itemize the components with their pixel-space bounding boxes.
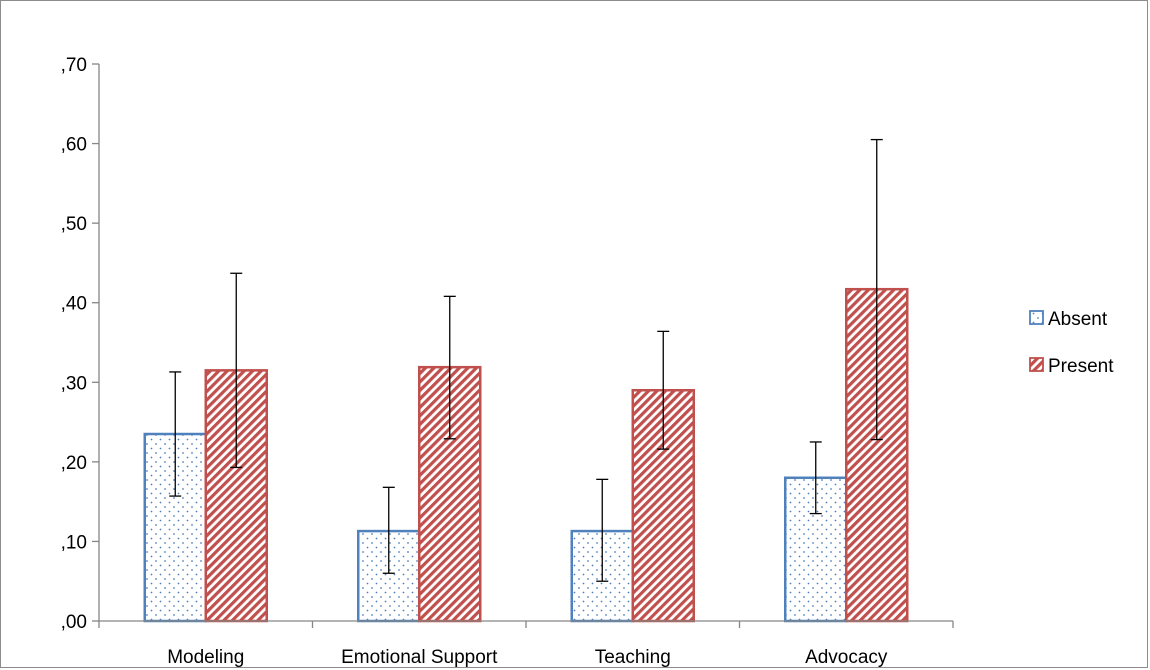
legend-item-present: Present bbox=[1029, 356, 1114, 377]
error-bar-absent-2 bbox=[596, 478, 609, 582]
x-category-label: Emotional Support bbox=[341, 647, 498, 668]
y-tick-label: ,00 bbox=[61, 612, 87, 633]
bars-layer bbox=[143, 287, 909, 623]
error-bar-absent-1 bbox=[382, 486, 395, 574]
y-tick-label: ,40 bbox=[61, 294, 87, 315]
x-category-label: Advocacy bbox=[805, 647, 888, 668]
legend-item-absent: Absent bbox=[1029, 309, 1108, 330]
y-tick-label: ,60 bbox=[61, 135, 87, 156]
y-tick-label: ,70 bbox=[61, 55, 87, 76]
y-tick-label: ,20 bbox=[61, 453, 87, 474]
legend-label-present: Present bbox=[1048, 356, 1114, 377]
legend-swatch-absent bbox=[1029, 310, 1044, 325]
error-bar-present-1 bbox=[443, 295, 456, 440]
legend-swatch-present bbox=[1029, 357, 1044, 372]
bar-present-1 bbox=[418, 365, 482, 623]
x-category-label: Teaching bbox=[595, 647, 671, 668]
legend-label-absent: Absent bbox=[1048, 309, 1108, 330]
error-bar-present-2 bbox=[657, 330, 670, 450]
y-tick-label: ,10 bbox=[61, 532, 87, 553]
x-category-label: Modeling bbox=[167, 647, 244, 668]
error-bars-layer bbox=[169, 138, 883, 582]
error-bar-absent-3 bbox=[809, 441, 822, 515]
y-tick-label: ,50 bbox=[61, 214, 87, 235]
legend: Absent Present bbox=[1029, 309, 1114, 377]
axis-layer: ,00 ,10 ,20 ,30 ,40 ,50 ,60 ,70 Modeling Emotiona… bbox=[61, 55, 954, 668]
y-tick-label: ,30 bbox=[61, 373, 87, 394]
error-bar-absent-0 bbox=[169, 371, 182, 497]
error-bar-present-3 bbox=[870, 138, 883, 441]
error-bar-present-0 bbox=[230, 272, 243, 469]
